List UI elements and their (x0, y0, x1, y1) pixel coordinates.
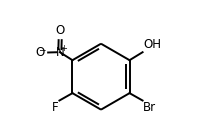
Text: N: N (56, 46, 64, 59)
Text: O: O (35, 46, 45, 59)
Text: OH: OH (143, 39, 161, 51)
Text: −: − (38, 45, 45, 54)
Text: F: F (52, 101, 59, 114)
Text: O: O (56, 24, 65, 37)
Text: Br: Br (143, 101, 157, 114)
Text: +: + (60, 44, 67, 53)
